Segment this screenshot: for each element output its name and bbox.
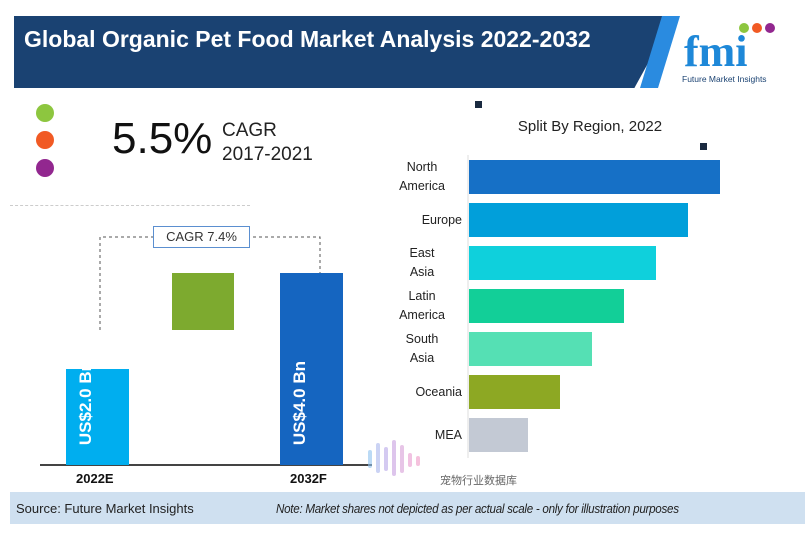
divider bbox=[10, 205, 250, 206]
cagr-annotation: CAGR 7.4% bbox=[153, 226, 250, 248]
logo-text: fmi bbox=[684, 27, 748, 76]
bar-2022E: US$2.0 Bn bbox=[66, 361, 129, 465]
region-label: MEA bbox=[434, 428, 462, 442]
legend-dot-orange bbox=[36, 131, 54, 149]
region-bar-europe bbox=[469, 203, 688, 237]
fmi-logo: fmi Future Market Insights bbox=[680, 20, 790, 86]
data-label: US$2.0 Bn bbox=[76, 360, 95, 445]
region-label: Latin America bbox=[399, 289, 445, 322]
legend-dot-purple bbox=[36, 159, 54, 177]
region-label: North America bbox=[399, 160, 445, 193]
region-chart-title: Split By Region, 2022 bbox=[517, 118, 663, 135]
kpi-value: 5.5% bbox=[112, 114, 213, 163]
x-tick-2022E: 2022E bbox=[76, 471, 114, 486]
header-banner bbox=[14, 16, 674, 88]
note-text: Note: Market shares not depicted as per … bbox=[276, 502, 679, 516]
region-bar-south-asia bbox=[469, 332, 592, 366]
region-bar-latin-america bbox=[469, 289, 624, 323]
watermark: 宠物行业数据库 bbox=[440, 475, 517, 487]
region-bar-oceania bbox=[469, 375, 560, 409]
kpi-period: 2017-2021 bbox=[222, 144, 313, 165]
region-bar-north-america bbox=[469, 160, 720, 194]
legend-dot-green bbox=[36, 104, 54, 122]
data-label: US$4.0 Bn bbox=[290, 360, 309, 445]
region-label: Oceania bbox=[415, 385, 462, 399]
bar-2032F: US$4.0 Bn bbox=[280, 273, 343, 465]
page-title: Global Organic Pet Food Market Analysis … bbox=[24, 26, 591, 52]
x-tick-2032F: 2032F bbox=[290, 471, 327, 486]
kpi-label: CAGR bbox=[222, 120, 277, 141]
increment-bar bbox=[172, 273, 234, 330]
region-label: Europe bbox=[421, 213, 462, 227]
footer bbox=[10, 492, 805, 524]
source-text: Source: Future Market Insights bbox=[16, 501, 194, 516]
region-label: East Asia bbox=[409, 246, 435, 279]
region-label: South Asia bbox=[405, 332, 439, 365]
logo-subtext: Future Market Insights bbox=[682, 74, 767, 84]
region-bar-mea bbox=[469, 418, 528, 452]
region-bar-east-asia bbox=[469, 246, 656, 280]
